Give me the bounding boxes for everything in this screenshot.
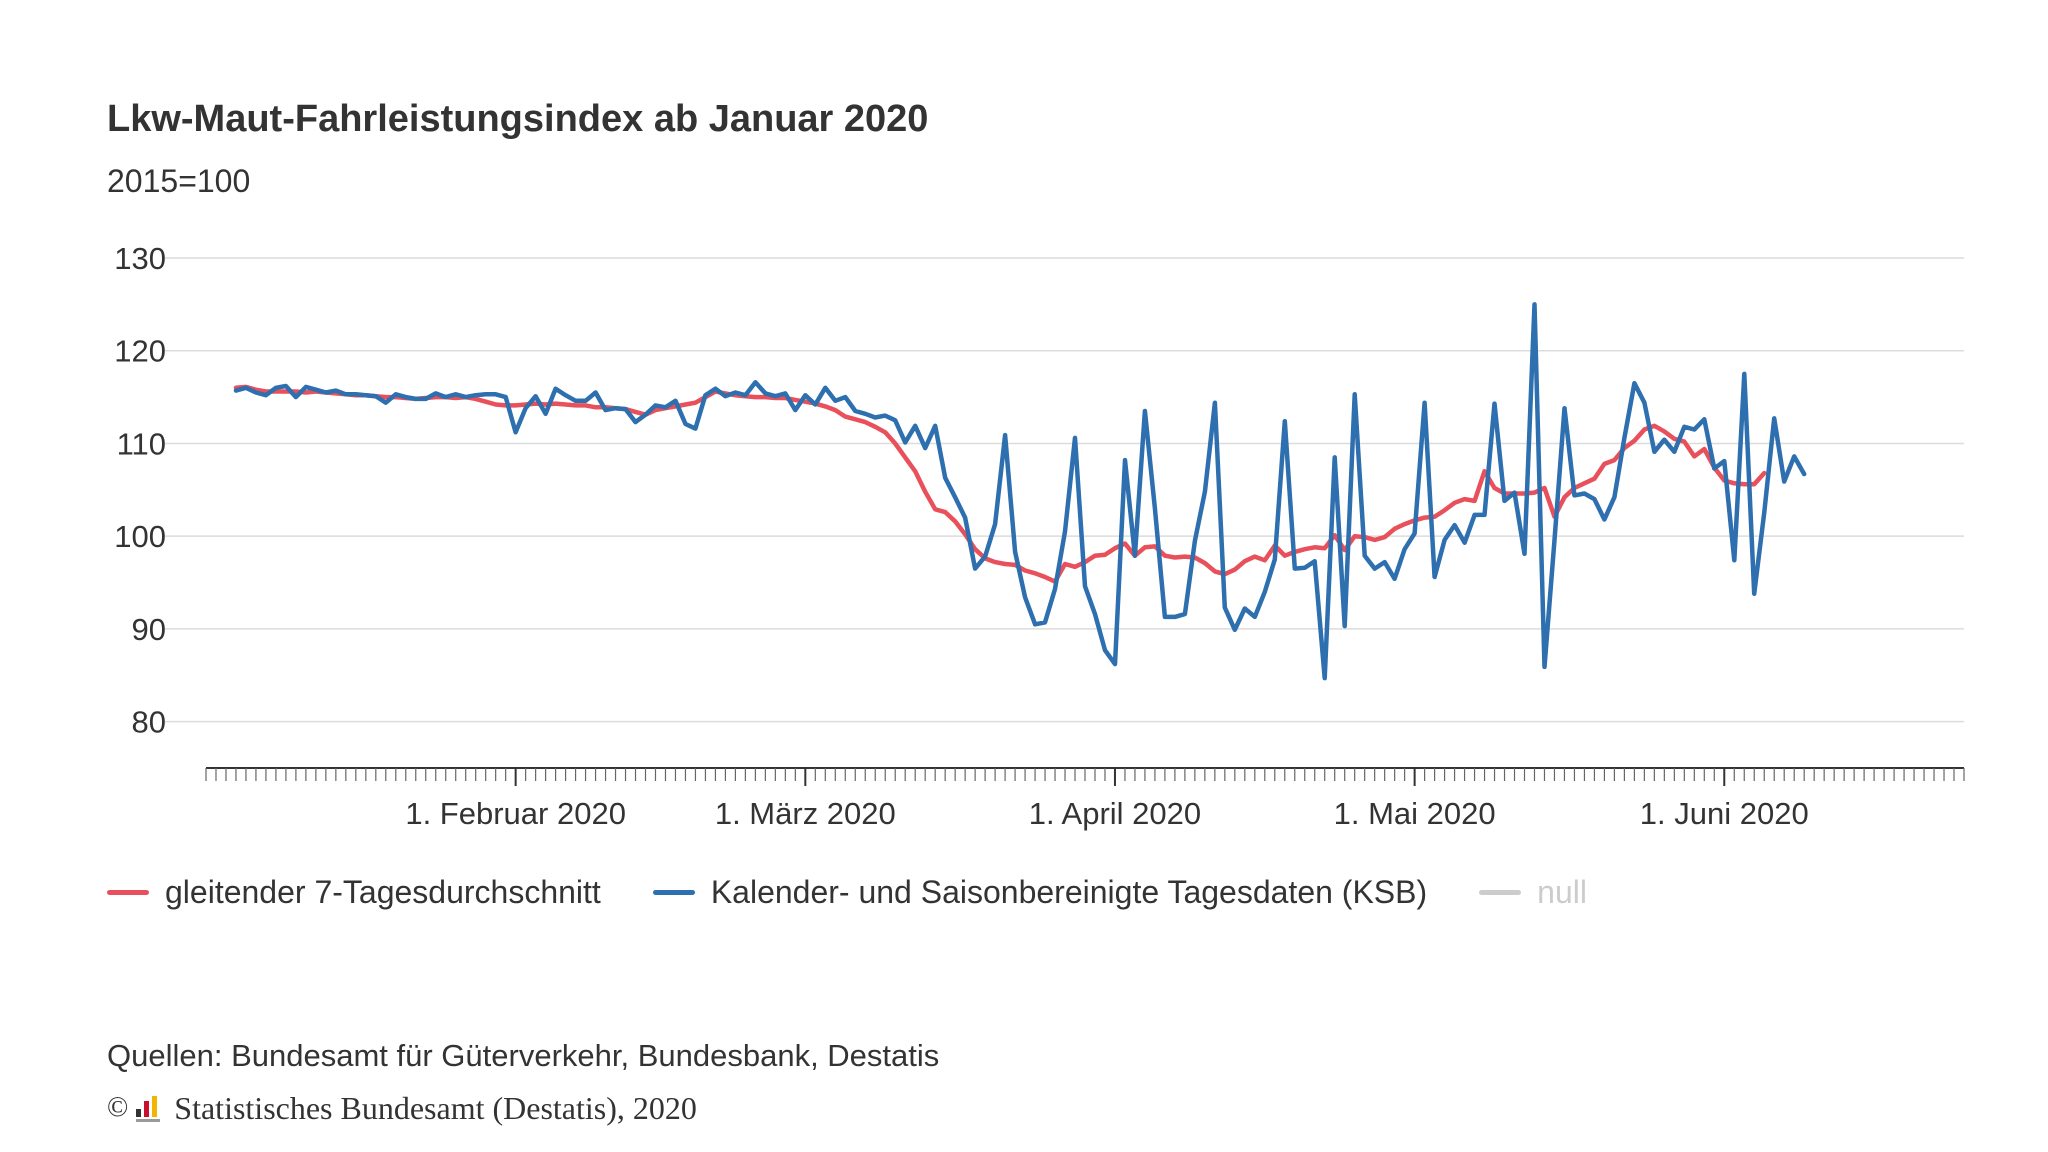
- y-tick-label: 110: [117, 426, 166, 461]
- x-tick-label: 1. März 2020: [715, 796, 896, 831]
- copyright-symbol: ©: [107, 1092, 129, 1123]
- chart-title: Lkw-Maut-Fahrleistungsindex ab Januar 20…: [107, 98, 929, 140]
- ksb-daily-line: [233, 302, 1807, 681]
- x-tick-label: 1. Juni 2020: [1640, 796, 1809, 831]
- x-tick-label: 1. Februar 2020: [405, 796, 626, 831]
- destatis-logo-icon: [136, 1096, 161, 1122]
- x-tick-label: 1. April 2020: [1029, 796, 1201, 831]
- sources-note: Quellen: Bundesamt für Güterverkehr, Bun…: [107, 1038, 940, 1073]
- legend-label: Kalender- und Saisonbereinigte Tagesdate…: [710, 873, 1428, 910]
- y-tick-label: 80: [132, 705, 166, 740]
- legend-item-moving-average[interactable]: gleitender 7-Tagesdurchschnitt: [107, 874, 601, 911]
- moving-average-line: [233, 384, 1767, 584]
- legend-label: gleitender 7-Tagesdurchschnitt: [165, 873, 601, 910]
- legend-item-null[interactable]: null: [1479, 874, 1587, 911]
- copyright-text: Statistisches Bundesamt (Destatis), 2020: [174, 1089, 697, 1126]
- y-tick-label: 100: [114, 519, 166, 554]
- legend-swatch-blue: [652, 889, 695, 895]
- y-tick-label: 120: [114, 334, 166, 369]
- x-axis: 1. Februar 2020 1. März 2020 1. April 2020…: [205, 767, 1965, 831]
- y-tick-label: 130: [114, 241, 166, 276]
- chart-subtitle: 2015=100: [107, 163, 251, 199]
- legend: gleitender 7-Tagesdurchschnitt Kalender-…: [107, 872, 1639, 912]
- legend-swatch-red: [107, 889, 149, 895]
- copyright-line: © Statistisches Bundesamt (Destatis), 20…: [107, 1088, 697, 1128]
- y-axis-tick-labels: 80 90 100 110 120 130: [114, 241, 166, 740]
- x-tick-label: 1. Mai 2020: [1334, 796, 1496, 831]
- y-tick-label: 90: [132, 612, 166, 647]
- legend-item-ksb[interactable]: Kalender- und Saisonbereinigte Tagesdate…: [652, 873, 1428, 911]
- gridlines: [165, 257, 1964, 723]
- legend-swatch-grey: [1479, 889, 1522, 895]
- series-lines: [233, 302, 1807, 681]
- legend-label: null: [1537, 873, 1587, 910]
